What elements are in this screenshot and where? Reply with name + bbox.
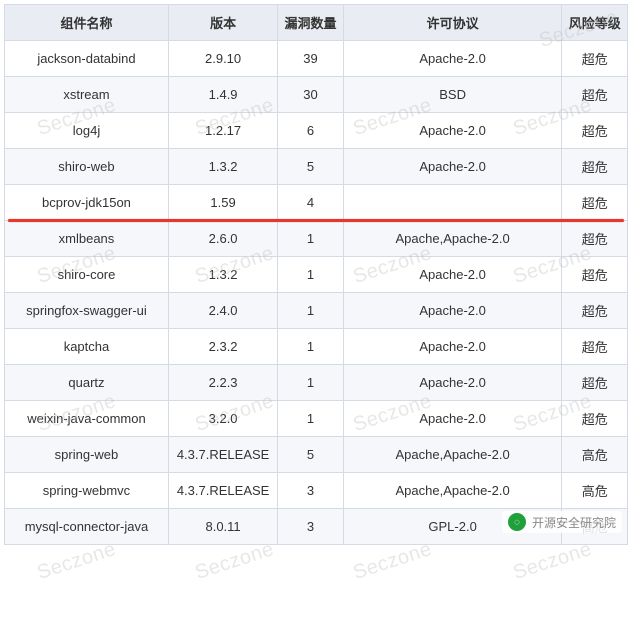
cell-name: spring-webmvc <box>5 473 169 509</box>
table-row[interactable]: spring-web4.3.7.RELEASE5Apache,Apache-2.… <box>5 437 628 473</box>
cell-name: xstream <box>5 77 169 113</box>
cell-name: mysql-connector-java <box>5 509 169 545</box>
cell-risk: 超危 <box>562 77 628 113</box>
cell-count: 1 <box>278 257 344 293</box>
col-header-name[interactable]: 组件名称 <box>5 5 169 41</box>
cell-name: shiro-core <box>5 257 169 293</box>
cell-license <box>343 185 562 221</box>
table-row[interactable]: xstream1.4.930BSD超危 <box>5 77 628 113</box>
col-header-count[interactable]: 漏洞数量 <box>278 5 344 41</box>
cell-version: 2.3.2 <box>168 329 277 365</box>
cell-name: shiro-web <box>5 149 169 185</box>
cell-name: quartz <box>5 365 169 401</box>
cell-count: 30 <box>278 77 344 113</box>
cell-license: Apache-2.0 <box>343 329 562 365</box>
table-row[interactable]: xmlbeans2.6.01Apache,Apache-2.0超危 <box>5 221 628 257</box>
cell-name: jackson-databind <box>5 41 169 77</box>
cell-license: Apache-2.0 <box>343 41 562 77</box>
table-row[interactable]: log4j1.2.176Apache-2.0超危 <box>5 113 628 149</box>
cell-version: 1.2.17 <box>168 113 277 149</box>
cell-risk: 超危 <box>562 257 628 293</box>
table-row[interactable]: quartz2.2.31Apache-2.0超危 <box>5 365 628 401</box>
cell-version: 1.3.2 <box>168 149 277 185</box>
watermark-text: Seczone <box>192 538 276 585</box>
cell-count: 5 <box>278 149 344 185</box>
watermark-text: Seczone <box>34 538 118 585</box>
watermark-text: Seczone <box>510 538 594 585</box>
cell-version: 3.2.0 <box>168 401 277 437</box>
cell-version: 8.0.11 <box>168 509 277 545</box>
cell-version: 2.4.0 <box>168 293 277 329</box>
table-row[interactable]: bcprov-jdk15on1.594 超危 <box>5 185 628 221</box>
table-row[interactable]: weixin-java-common3.2.01Apache-2.0超危 <box>5 401 628 437</box>
table-row[interactable]: shiro-core1.3.21Apache-2.0超危 <box>5 257 628 293</box>
cell-license: Apache-2.0 <box>343 113 562 149</box>
cell-risk: 超危 <box>562 113 628 149</box>
cell-count: 39 <box>278 41 344 77</box>
cell-license: Apache-2.0 <box>343 257 562 293</box>
cell-name: weixin-java-common <box>5 401 169 437</box>
cell-count: 5 <box>278 437 344 473</box>
col-header-version[interactable]: 版本 <box>168 5 277 41</box>
cell-risk: 超危 <box>562 401 628 437</box>
table-header-row: 组件名称 版本 漏洞数量 许可协议 风险等级 <box>5 5 628 41</box>
cell-license: Apache,Apache-2.0 <box>343 221 562 257</box>
table-row[interactable]: springfox-swagger-ui2.4.01Apache-2.0超危 <box>5 293 628 329</box>
cell-license: Apache-2.0 <box>343 401 562 437</box>
cell-count: 3 <box>278 473 344 509</box>
cell-risk: 超危 <box>562 365 628 401</box>
source-badge[interactable]: ◌ 开源安全研究院 <box>502 511 622 533</box>
col-header-risk[interactable]: 风险等级 <box>562 5 628 41</box>
cell-name: spring-web <box>5 437 169 473</box>
cell-risk: 超危 <box>562 149 628 185</box>
cell-license: Apache-2.0 <box>343 293 562 329</box>
source-label: 开源安全研究院 <box>532 514 616 531</box>
cell-version: 1.59 <box>168 185 277 221</box>
cell-count: 1 <box>278 329 344 365</box>
cell-risk: 超危 <box>562 221 628 257</box>
cell-risk: 超危 <box>562 329 628 365</box>
cell-count: 1 <box>278 365 344 401</box>
watermark-text: Seczone <box>350 538 434 585</box>
table-container: 组件名称 版本 漏洞数量 许可协议 风险等级 jackson-databind2… <box>0 0 632 549</box>
cell-version: 1.4.9 <box>168 77 277 113</box>
cell-license: Apache-2.0 <box>343 365 562 401</box>
cell-version: 1.3.2 <box>168 257 277 293</box>
cell-name: kaptcha <box>5 329 169 365</box>
cell-count: 1 <box>278 221 344 257</box>
cell-license: BSD <box>343 77 562 113</box>
table-row[interactable]: jackson-databind2.9.1039Apache-2.0超危 <box>5 41 628 77</box>
cell-count: 4 <box>278 185 344 221</box>
col-header-license[interactable]: 许可协议 <box>343 5 562 41</box>
cell-count: 1 <box>278 401 344 437</box>
cell-risk: 高危 <box>562 437 628 473</box>
cell-risk: 超危 <box>562 41 628 77</box>
cell-name: log4j <box>5 113 169 149</box>
cell-version: 2.6.0 <box>168 221 277 257</box>
cell-version: 4.3.7.RELEASE <box>168 437 277 473</box>
table-row[interactable]: spring-webmvc4.3.7.RELEASE3Apache,Apache… <box>5 473 628 509</box>
cell-license: Apache,Apache-2.0 <box>343 437 562 473</box>
cell-version: 2.2.3 <box>168 365 277 401</box>
cell-risk: 超危 <box>562 293 628 329</box>
cell-count: 6 <box>278 113 344 149</box>
table-row[interactable]: kaptcha2.3.21Apache-2.0超危 <box>5 329 628 365</box>
source-avatar-icon: ◌ <box>508 513 526 531</box>
cell-name: springfox-swagger-ui <box>5 293 169 329</box>
components-table: 组件名称 版本 漏洞数量 许可协议 风险等级 jackson-databind2… <box>4 4 628 545</box>
cell-license: Apache,Apache-2.0 <box>343 473 562 509</box>
cell-risk: 高危 <box>562 473 628 509</box>
highlight-underline <box>8 219 624 222</box>
table-row[interactable]: shiro-web1.3.25Apache-2.0超危 <box>5 149 628 185</box>
cell-risk: 超危 <box>562 185 628 221</box>
cell-name: xmlbeans <box>5 221 169 257</box>
cell-count: 1 <box>278 293 344 329</box>
cell-license: Apache-2.0 <box>343 149 562 185</box>
cell-count: 3 <box>278 509 344 545</box>
cell-name: bcprov-jdk15on <box>5 185 169 221</box>
cell-version: 4.3.7.RELEASE <box>168 473 277 509</box>
cell-version: 2.9.10 <box>168 41 277 77</box>
